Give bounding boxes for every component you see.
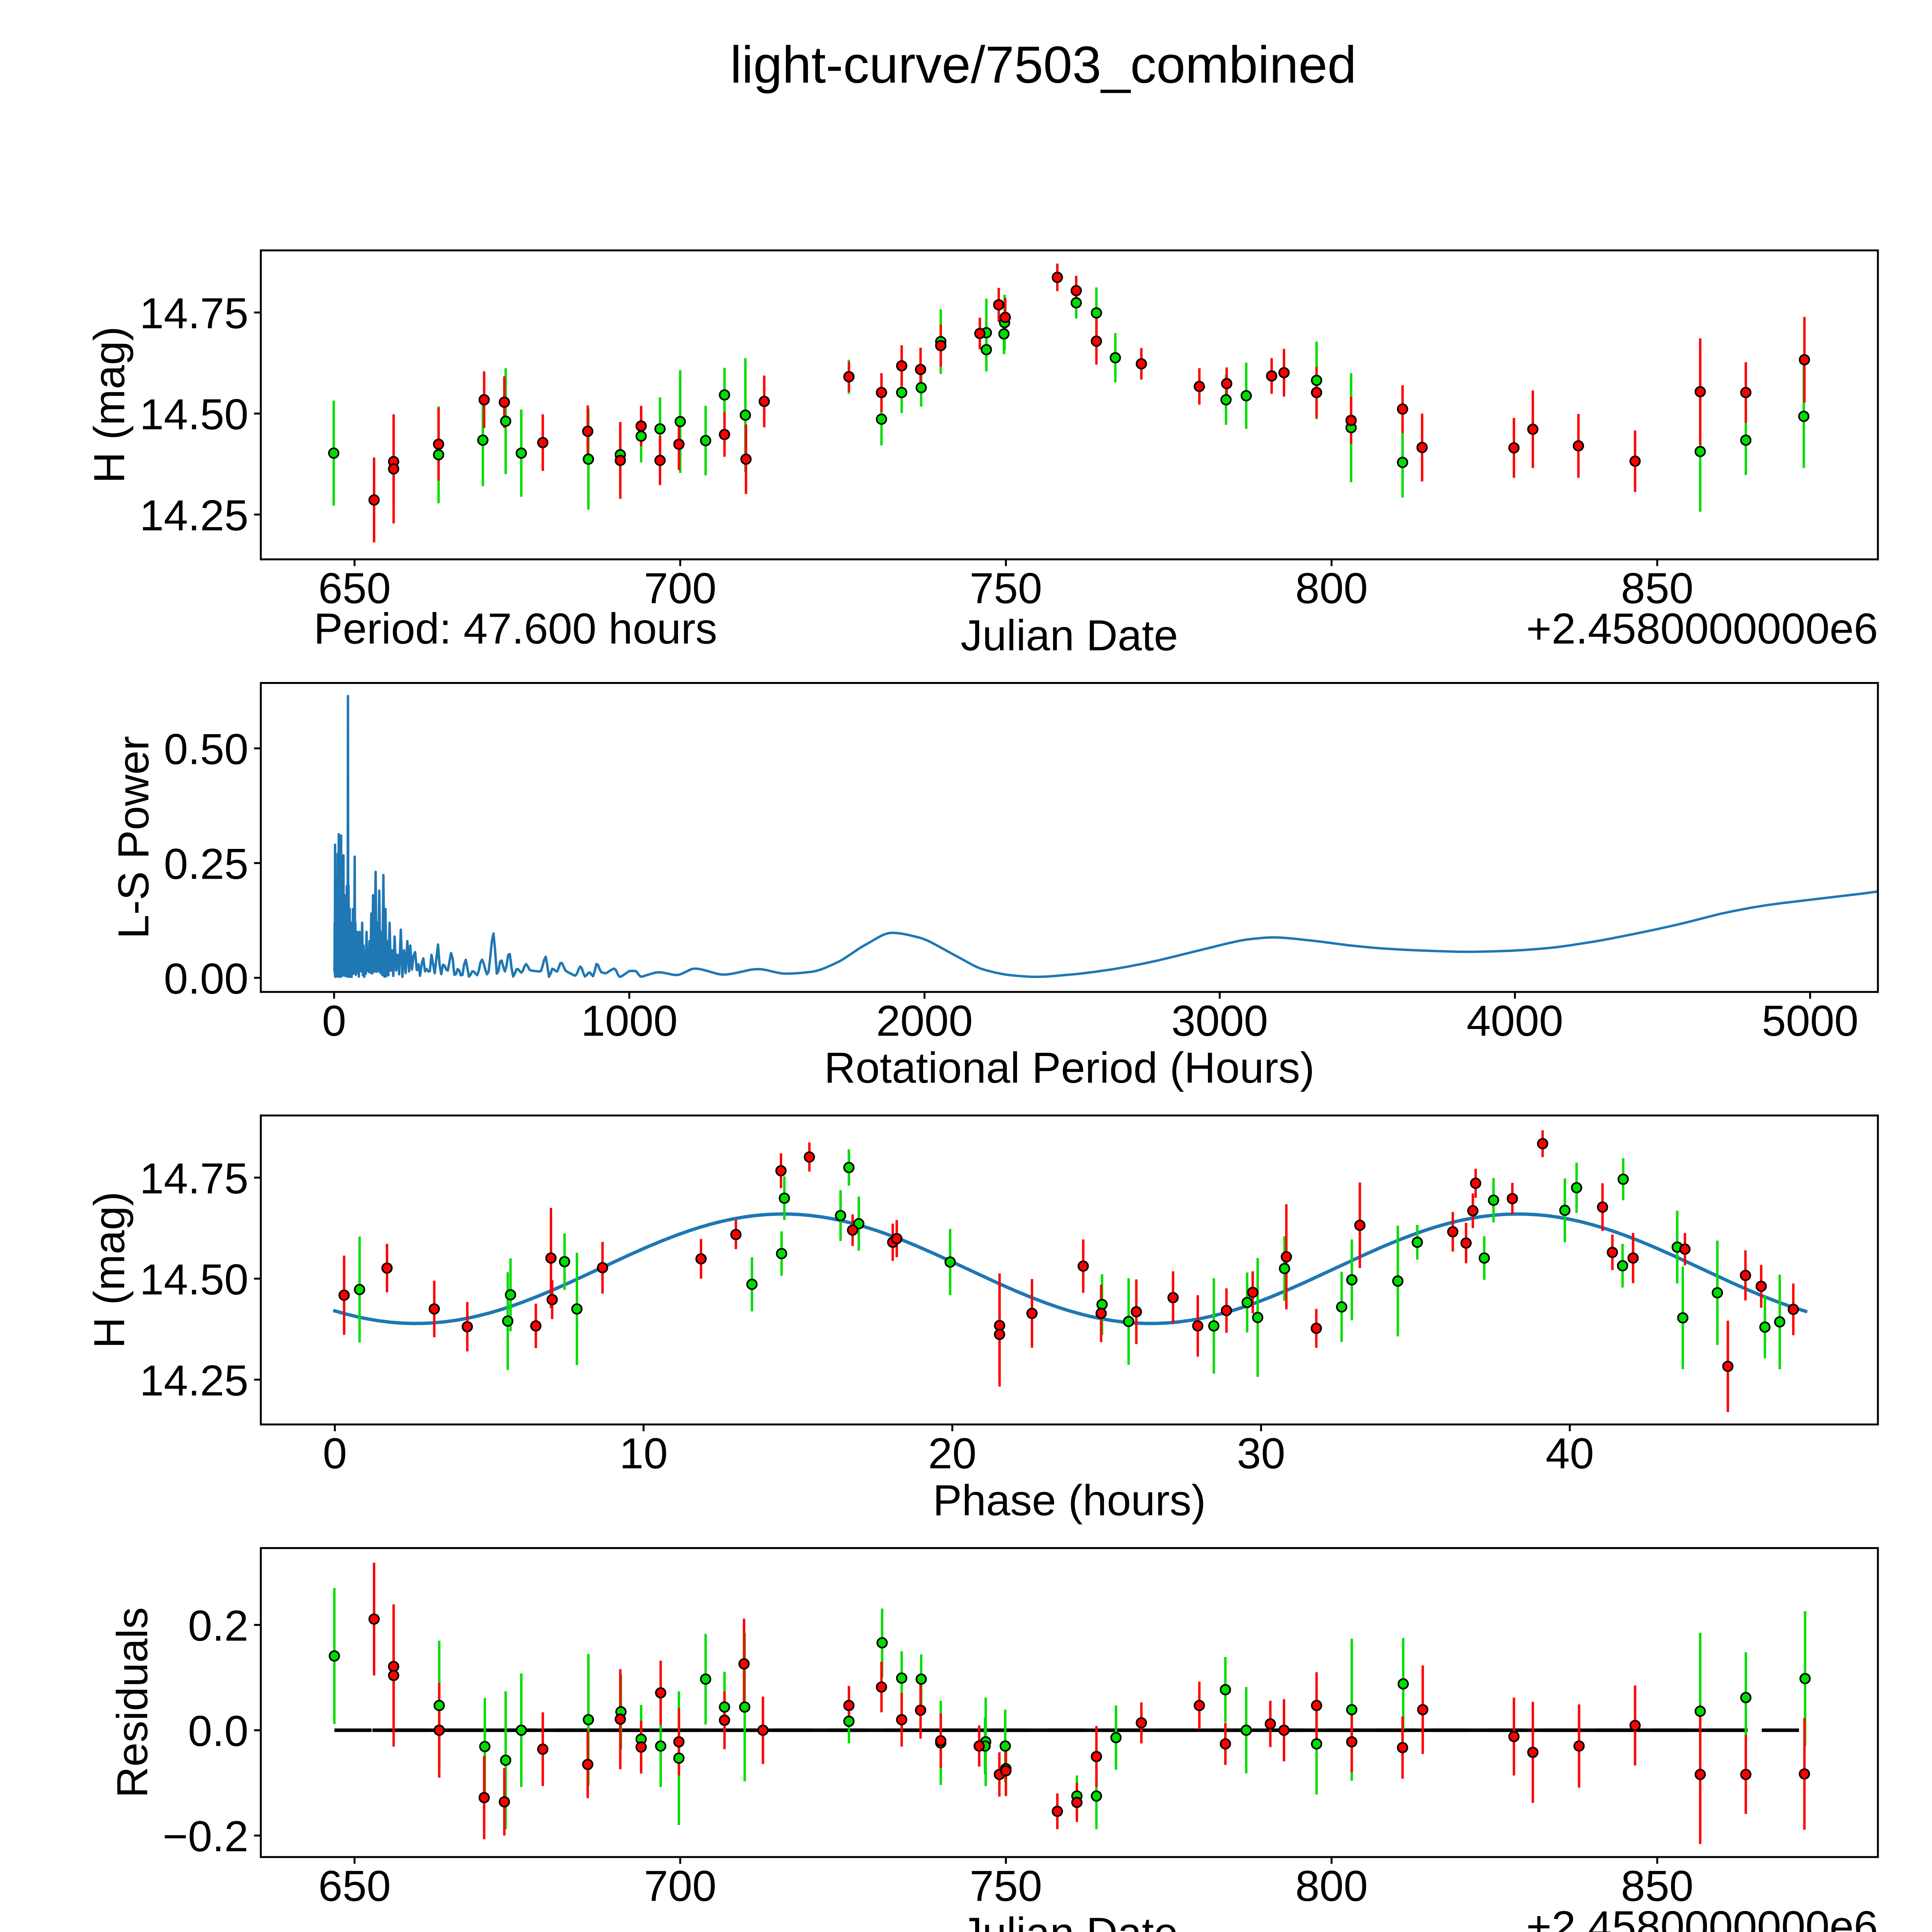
svg-text:850: 850 xyxy=(1621,564,1694,612)
svg-text:750: 750 xyxy=(969,564,1042,612)
svg-text:4000: 4000 xyxy=(1466,997,1563,1045)
svg-text:0.25: 0.25 xyxy=(164,839,248,888)
svg-text:10: 10 xyxy=(619,1429,668,1478)
svg-text:650: 650 xyxy=(318,1862,391,1910)
svg-text:1000: 1000 xyxy=(581,997,677,1045)
svg-text:30: 30 xyxy=(1237,1429,1285,1478)
svg-text:+2.4580000000e6: +2.4580000000e6 xyxy=(1526,604,1878,653)
svg-text:5000: 5000 xyxy=(1762,997,1858,1045)
svg-text:0: 0 xyxy=(322,997,346,1045)
svg-text:0.0: 0.0 xyxy=(188,1707,248,1755)
svg-text:H (mag): H (mag) xyxy=(85,327,133,483)
svg-text:650: 650 xyxy=(318,564,391,612)
svg-text:Julian Date: Julian Date xyxy=(961,1908,1178,1932)
svg-text:+2.4580000000e6: +2.4580000000e6 xyxy=(1526,1902,1878,1932)
svg-text:40: 40 xyxy=(1546,1429,1594,1478)
svg-text:14.25: 14.25 xyxy=(139,491,248,539)
svg-text:Phase (hours): Phase (hours) xyxy=(933,1476,1206,1525)
svg-text:14.50: 14.50 xyxy=(139,1255,248,1304)
svg-text:0.50: 0.50 xyxy=(164,725,248,774)
svg-text:750: 750 xyxy=(969,1862,1042,1910)
svg-text:850: 850 xyxy=(1621,1862,1694,1910)
svg-text:800: 800 xyxy=(1295,1862,1368,1910)
svg-text:2000: 2000 xyxy=(876,997,973,1045)
svg-text:Julian Date: Julian Date xyxy=(961,611,1178,660)
svg-text:700: 700 xyxy=(644,564,717,612)
svg-text:3000: 3000 xyxy=(1171,997,1268,1045)
svg-text:L-S Power: L-S Power xyxy=(109,736,158,939)
svg-text:0: 0 xyxy=(323,1429,347,1478)
svg-text:20: 20 xyxy=(928,1429,976,1478)
svg-text:H (mag): H (mag) xyxy=(85,1192,133,1349)
svg-text:0.2: 0.2 xyxy=(188,1601,248,1650)
svg-text:800: 800 xyxy=(1295,564,1368,612)
svg-text:14.75: 14.75 xyxy=(139,289,248,338)
svg-text:14.50: 14.50 xyxy=(139,390,248,439)
svg-text:700: 700 xyxy=(644,1862,717,1910)
svg-text:light-curve/7503_combined: light-curve/7503_combined xyxy=(730,36,1357,94)
svg-text:14.25: 14.25 xyxy=(139,1356,248,1405)
svg-text:Period: 47.600 hours: Period: 47.600 hours xyxy=(314,604,717,653)
svg-text:−0.2: −0.2 xyxy=(163,1812,248,1861)
svg-text:Residuals: Residuals xyxy=(108,1607,156,1798)
svg-text:14.75: 14.75 xyxy=(139,1154,248,1202)
svg-text:0.00: 0.00 xyxy=(164,954,248,1003)
svg-text:Rotational Period (Hours): Rotational Period (Hours) xyxy=(824,1043,1315,1092)
